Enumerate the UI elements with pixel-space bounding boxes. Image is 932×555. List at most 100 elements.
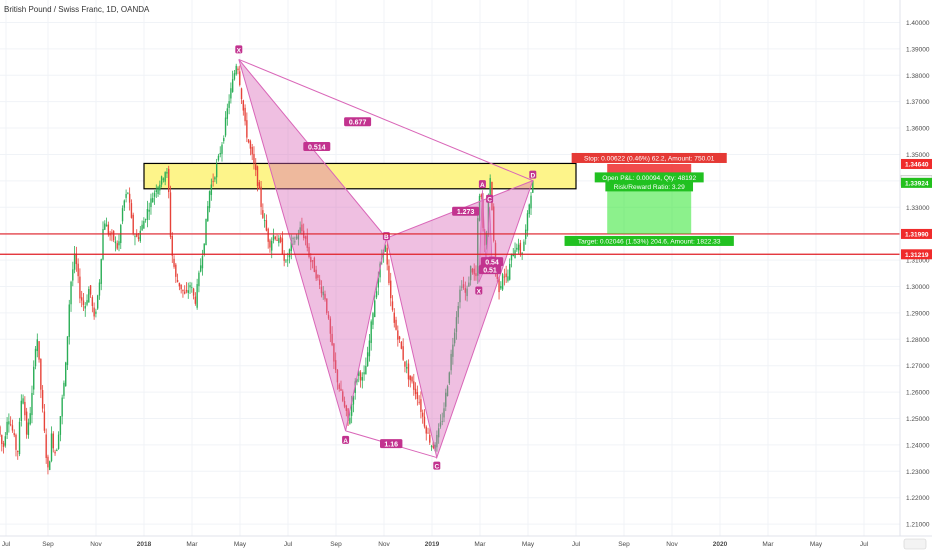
candle-body [393, 312, 395, 323]
candle-body [251, 146, 253, 155]
candle-body [207, 206, 209, 221]
candle-body [516, 247, 518, 250]
candle-body [144, 219, 147, 221]
candle-body [455, 317, 458, 332]
price-tick-label: 1.22000 [906, 495, 930, 502]
candle-body [395, 319, 397, 330]
candle-body [228, 101, 230, 108]
candle-body [63, 382, 65, 396]
axis-settings-button[interactable] [903, 538, 927, 550]
candle-body [8, 421, 10, 425]
pattern-line-xd [238, 58, 533, 182]
candle-body [446, 386, 449, 397]
time-tick-label: Nov [378, 541, 390, 548]
candle-body [334, 360, 337, 371]
candle-body [175, 264, 177, 277]
candle-body [406, 367, 408, 369]
pattern-point-a: A [343, 438, 348, 445]
candle-body [482, 200, 484, 228]
candle-body [271, 240, 273, 251]
pattern-ratio-bg [452, 206, 480, 216]
price-tag-bg [901, 249, 932, 260]
candle-body [523, 241, 525, 252]
candle-body [54, 451, 56, 454]
price-tick-label: 1.31000 [906, 258, 930, 265]
candle-body [503, 276, 506, 278]
candle-body [306, 235, 308, 248]
candle-body [420, 399, 422, 412]
candle-body [322, 291, 324, 296]
candle-body [441, 420, 443, 422]
inner-point-c: C [487, 197, 492, 204]
time-tick-label: Jul [284, 541, 293, 548]
candle-body [17, 451, 19, 453]
pattern-ratio: 0.677 [349, 120, 367, 127]
candle-body [423, 416, 426, 427]
candle-body [400, 341, 403, 349]
inner-point-x: X [477, 289, 482, 296]
candle-body [22, 398, 24, 404]
candle-body [477, 218, 479, 276]
candle-body [219, 152, 221, 155]
candle-body [485, 232, 488, 245]
candle-body [57, 434, 60, 449]
candle-body [304, 236, 307, 239]
candle-body [102, 229, 104, 260]
candle-body [398, 336, 401, 340]
candle-body [66, 336, 69, 365]
rr-label: Risk/Reward Ratio: 3.29 [614, 184, 685, 191]
candle-body [68, 304, 70, 337]
candle-body [512, 254, 514, 256]
target-label: Target: 0.02046 (1.53%) 204.6, Amount: 1… [578, 238, 721, 245]
candle-body [242, 100, 245, 111]
candle-body [402, 346, 404, 360]
candle-body [6, 421, 8, 435]
candle-body [425, 426, 427, 434]
candle-body [326, 298, 328, 314]
time-tick-label: Sep [330, 541, 342, 548]
candle-body [274, 236, 276, 239]
candle-body [187, 290, 189, 294]
candle-body [260, 186, 262, 207]
candle-body [509, 263, 511, 280]
candle-body [311, 260, 314, 262]
candle-body [27, 422, 30, 436]
price-tick-label: 1.37000 [906, 99, 930, 106]
candle-body [272, 235, 275, 241]
candle-body [73, 253, 76, 270]
candle-body [253, 153, 255, 164]
candle-body [25, 411, 28, 435]
pattern-point-a-bg [342, 435, 350, 444]
candle-body [308, 246, 310, 258]
candle-body [246, 120, 248, 138]
pattern-point-c-bg [433, 461, 441, 470]
candle-body [112, 230, 115, 241]
candle-body [223, 138, 225, 142]
candle-body [315, 269, 317, 279]
price-tick-label: 1.21000 [906, 522, 930, 529]
candle-body [123, 200, 126, 208]
candle-body [155, 190, 157, 192]
candle-body [461, 286, 463, 288]
candle-body [478, 195, 481, 221]
candle-body [59, 416, 62, 435]
candle-body [210, 184, 213, 195]
inner-point-a: A [480, 182, 485, 189]
inner-point-x-bg [475, 286, 483, 295]
candle-body [215, 163, 218, 178]
candle-body [201, 256, 204, 269]
candle-body [409, 375, 411, 381]
candle-body [414, 388, 417, 394]
candle-body [168, 168, 170, 193]
time-axis-bg [0, 536, 932, 550]
price-tick-label: 1.33000 [906, 205, 930, 212]
candle-body [283, 254, 285, 261]
candle-body [43, 411, 46, 431]
candle-body [336, 369, 339, 383]
chart-title: British Pound / Swiss Franc, 1D, OANDA [4, 5, 150, 14]
candle-body [480, 194, 482, 198]
candle-body [49, 461, 51, 470]
target-label-bg [564, 235, 734, 246]
